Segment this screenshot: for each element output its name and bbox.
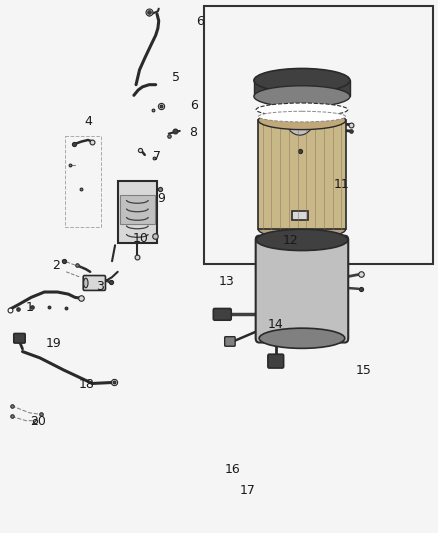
- Text: 17: 17: [240, 484, 256, 497]
- Bar: [118, 181, 157, 243]
- FancyBboxPatch shape: [213, 309, 231, 320]
- Ellipse shape: [258, 220, 346, 239]
- FancyBboxPatch shape: [256, 236, 348, 343]
- Text: 8: 8: [189, 126, 197, 139]
- Ellipse shape: [278, 107, 321, 120]
- Bar: [258, 120, 346, 229]
- Ellipse shape: [256, 103, 348, 116]
- Text: 19: 19: [45, 337, 61, 350]
- Text: 5: 5: [172, 71, 180, 84]
- Text: 20: 20: [30, 415, 46, 428]
- Circle shape: [276, 88, 324, 147]
- Text: 9: 9: [157, 192, 165, 205]
- Bar: [204, 6, 433, 264]
- Ellipse shape: [258, 111, 346, 122]
- FancyBboxPatch shape: [83, 276, 106, 290]
- FancyBboxPatch shape: [225, 337, 235, 346]
- Circle shape: [286, 100, 314, 135]
- Ellipse shape: [259, 328, 345, 349]
- Text: 14: 14: [268, 319, 284, 332]
- Bar: [120, 195, 155, 224]
- Text: 7: 7: [152, 150, 161, 163]
- Text: 3: 3: [96, 280, 104, 293]
- Text: 11: 11: [333, 177, 349, 191]
- Ellipse shape: [258, 111, 346, 130]
- Ellipse shape: [256, 229, 348, 251]
- Ellipse shape: [254, 86, 350, 107]
- Text: 16: 16: [224, 463, 240, 476]
- Text: 18: 18: [78, 378, 94, 391]
- Text: 4: 4: [85, 116, 92, 128]
- FancyBboxPatch shape: [268, 354, 284, 368]
- Bar: [292, 211, 307, 220]
- Ellipse shape: [254, 68, 350, 92]
- FancyBboxPatch shape: [14, 334, 25, 343]
- Text: 6: 6: [191, 100, 198, 112]
- Text: 2: 2: [52, 259, 60, 272]
- Ellipse shape: [84, 278, 88, 288]
- Text: 6: 6: [196, 15, 204, 28]
- Text: 12: 12: [283, 235, 298, 247]
- Text: 15: 15: [355, 364, 371, 377]
- Text: 1: 1: [26, 302, 34, 314]
- Text: 10: 10: [133, 232, 148, 245]
- Text: 13: 13: [219, 275, 235, 288]
- Bar: [254, 80, 350, 96]
